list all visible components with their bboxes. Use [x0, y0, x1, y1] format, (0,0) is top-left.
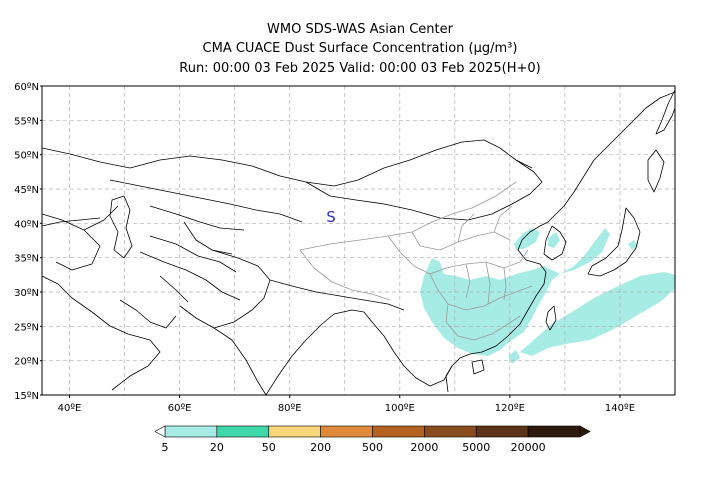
colorbar-label: 5000	[462, 441, 490, 454]
coastline-caspian	[109, 195, 133, 259]
lat-tick-label: 20ºN	[14, 357, 39, 368]
colorbar-upper-arrow	[579, 425, 591, 438]
province-boundaries	[299, 181, 533, 341]
province-line-5	[445, 303, 521, 341]
lat-tick-label: 45ºN	[14, 185, 39, 196]
dust-concentration-layer	[420, 228, 675, 364]
latitude-labels: 15ºN 20ºN 25ºN 30ºN 35ºN 40ºN 45ºN 50ºN 55ºN 60ºN	[14, 82, 42, 402]
colorbar-label: 5	[162, 441, 169, 454]
colorbar	[154, 425, 591, 438]
colorbar-segment	[475, 425, 529, 438]
lat-tick-label: 50ºN	[14, 151, 39, 162]
lat-tick-label: 15ºN	[14, 391, 39, 402]
border-russia-south	[42, 139, 533, 187]
colorbar-label: 500	[362, 441, 383, 454]
province-line-6	[465, 261, 507, 305]
lon-tick-label: 140ºE	[605, 403, 635, 414]
coastline-taiwan	[545, 305, 557, 331]
border-iran-afghanistan	[139, 251, 241, 303]
lat-tick-label: 30ºN	[14, 288, 39, 299]
border-pakistan	[211, 249, 271, 329]
coastline-persian-gulf	[119, 299, 177, 329]
colorbar-labels: 5 20 50 200 500 2000 5000 20000	[162, 441, 546, 454]
border-turkey	[42, 217, 101, 227]
colorbar-label: 20	[210, 441, 224, 454]
colorbar-label: 20000	[511, 441, 546, 454]
colorbar-segment	[268, 425, 321, 438]
coastline-indochina	[363, 311, 453, 387]
province-line-1	[299, 181, 517, 251]
colorbar-segment	[216, 425, 270, 438]
colorbar-segment	[164, 425, 218, 438]
lat-tick-label: 35ºN	[14, 254, 39, 265]
colorbar-segment	[372, 425, 425, 438]
title-line-3: Run: 00:00 03 Feb 2025 Valid: 00:00 03 F…	[179, 61, 541, 76]
colorbar-label: 50	[262, 441, 276, 454]
lon-tick-label: 120ºE	[495, 403, 525, 414]
longitude-labels: 40ºE 60ºE 80ºE 100ºE 120ºE 140ºE	[58, 395, 635, 414]
colorbar-segment	[424, 425, 477, 438]
lon-tick-label: 60ºE	[168, 403, 192, 414]
coastline-sakhalin	[647, 149, 665, 193]
coastline-kamchatka	[655, 89, 675, 135]
colorbar-segment	[320, 425, 373, 438]
colorbar-label: 200	[310, 441, 331, 454]
colorbar-lower-arrow	[154, 425, 166, 438]
border-central-asia	[149, 205, 245, 273]
coastline-east-asia	[445, 91, 675, 393]
province-line-2	[387, 235, 521, 275]
colorbar-label: 2000	[410, 441, 438, 454]
border-himalaya	[269, 279, 405, 311]
coastline-india	[179, 305, 365, 395]
dust-area-korea	[548, 232, 560, 248]
province-line-4	[429, 273, 533, 311]
dust-area-bohai	[514, 228, 540, 250]
title-line-1: WMO SDS-WAS Asian Center	[267, 22, 453, 37]
map-frame	[41, 85, 676, 396]
lat-tick-label: 40ºN	[14, 219, 39, 230]
colorbar-segment	[527, 425, 581, 438]
dust-area-ocean	[520, 272, 675, 356]
border-kazakhstan	[109, 179, 303, 223]
lon-tick-label: 100ºE	[385, 403, 415, 414]
coastline-japan	[587, 207, 641, 277]
dust-area-japan-sea	[628, 240, 638, 250]
lat-tick-label: 60ºN	[14, 82, 39, 93]
country-boundaries	[42, 89, 675, 395]
graticule	[42, 86, 675, 395]
border-middle-east	[42, 205, 119, 271]
coastline-arabia	[42, 275, 161, 391]
title-line-2: CMA CUACE Dust Surface Concentration (μg…	[202, 41, 518, 56]
station-marker-s: S	[326, 208, 336, 226]
coastline-korea	[543, 225, 567, 261]
lon-tick-label: 40ºE	[58, 403, 82, 414]
province-line-3	[411, 231, 511, 251]
lat-tick-label: 55ºN	[14, 116, 39, 127]
province-line-7	[457, 205, 529, 263]
province-line-8	[299, 249, 391, 301]
coastline-hainan	[471, 359, 485, 375]
lon-tick-label: 80ºE	[278, 403, 302, 414]
lat-tick-label: 25ºN	[14, 322, 39, 333]
